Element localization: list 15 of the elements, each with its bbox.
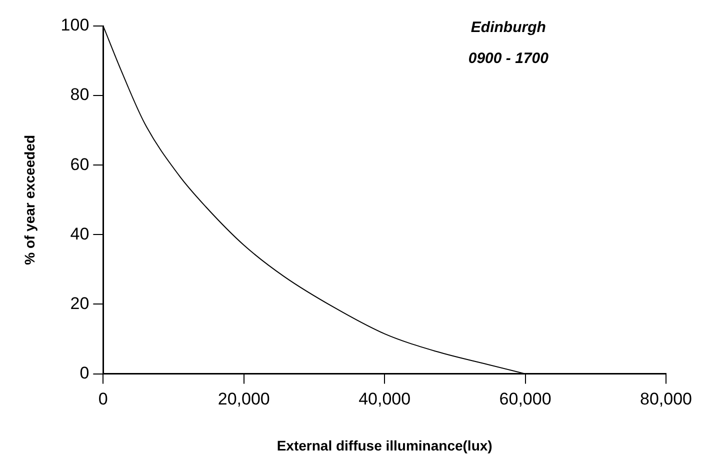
- y-tick-label: 80: [70, 85, 90, 104]
- y-tick-label: 0: [80, 363, 90, 382]
- y-tick-label: 60: [70, 154, 90, 174]
- annotation: Edinburgh: [470, 19, 546, 36]
- x-tick-label: 60,000: [499, 390, 552, 409]
- y-axis-title: % of year exceeded: [21, 134, 38, 265]
- x-tick-label: 40,000: [358, 390, 411, 409]
- annotation: 0900 - 1700: [468, 50, 550, 68]
- x-axis-title: External diffuse illuminance(lux): [276, 437, 492, 454]
- y-tick-label: 20: [70, 294, 90, 313]
- y-tick-label: 40: [70, 224, 90, 244]
- x-tick-label: 80,000: [640, 390, 692, 409]
- x-tick-label: 0: [98, 390, 108, 409]
- y-tick-label: 100: [60, 16, 90, 35]
- x-tick-label: 20,000: [218, 390, 270, 409]
